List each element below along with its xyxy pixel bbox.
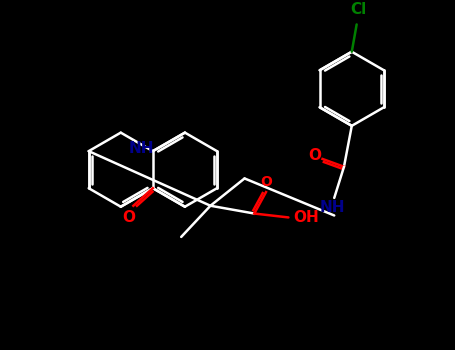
Text: NH: NH (319, 200, 345, 215)
Text: NH: NH (128, 141, 154, 156)
Text: O: O (260, 175, 272, 189)
Text: O: O (308, 148, 321, 162)
Text: Cl: Cl (350, 2, 367, 17)
Text: O: O (122, 210, 135, 225)
Text: OH: OH (293, 210, 319, 225)
